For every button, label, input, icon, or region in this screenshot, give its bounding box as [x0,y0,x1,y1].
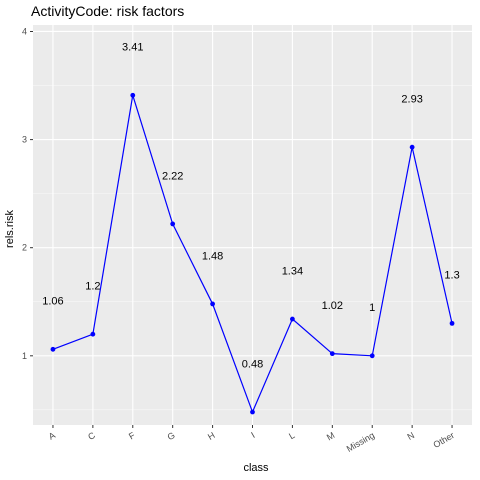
data-label: 2.93 [401,94,422,106]
data-point [329,351,335,357]
data-label: 1.2 [85,281,100,293]
data-points [50,92,455,415]
x-tick-label: G [166,430,177,442]
data-point [90,331,96,337]
x-tick-label: C [86,430,97,442]
x-tick-label: H [206,430,217,442]
x-tick-label: Other [432,430,456,450]
y-axis-title: rels.risk [4,210,16,248]
data-label: 1.48 [202,250,223,262]
x-tick-label: Missing [345,430,376,454]
x-tick-label: M [325,430,336,442]
data-point [290,316,295,322]
data-point [50,346,56,352]
data-labels: 1.06 1.2 3.41 2.22 1.48 0.48 1.34 1.02 1 2.93 1.3 [42,42,459,371]
x-tick-label: I [249,430,256,440]
x-axis: A C F G H I L M Missing N Other [47,425,456,454]
y-tick-label: 1 [22,351,27,361]
data-point [170,221,176,227]
data-point [369,353,375,359]
data-point [449,320,455,326]
data-label: 0.48 [242,358,263,370]
x-axis-title: class [243,462,269,474]
x-tick-label: F [127,430,137,442]
x-tick-label: A [47,430,57,442]
y-axis: 1 2 3 4 [22,26,33,361]
x-tick-label: N [406,430,417,442]
y-tick-label: 2 [22,243,27,253]
y-tick-label: 4 [22,26,27,36]
data-point [210,301,215,307]
data-label: 1.34 [282,265,303,277]
chart-title: ActivityCode: risk factors [31,3,184,19]
data-label: 1 [369,302,375,314]
data-point [130,92,136,98]
data-label: 1.06 [42,296,63,308]
data-label: 2.22 [162,170,183,182]
data-point [409,144,415,150]
y-tick-label: 3 [22,135,27,145]
data-label: 3.41 [122,42,143,54]
data-label: 1.02 [322,300,343,312]
data-point [250,409,255,415]
grid-major [33,25,472,425]
data-label: 1.3 [444,270,459,282]
x-tick-label: L [287,430,296,441]
